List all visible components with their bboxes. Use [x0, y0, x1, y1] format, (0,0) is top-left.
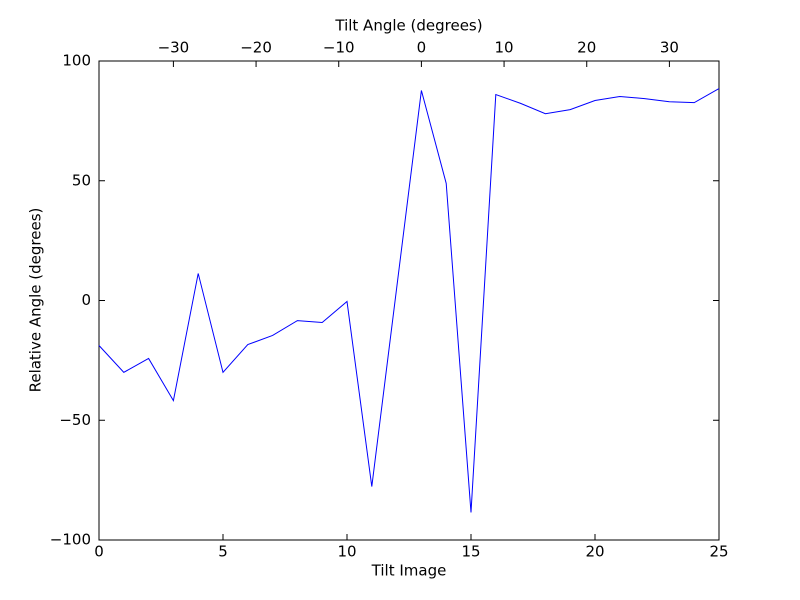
top-tick-label: 30 [660, 39, 679, 57]
top-axis-label: Tilt Angle (degrees) [334, 17, 482, 35]
x-tick-label: 20 [585, 543, 604, 561]
y-tick-label: 0 [81, 291, 91, 309]
y-tick-label: −100 [50, 531, 91, 549]
x-tick-label: 10 [337, 543, 356, 561]
top-tick-label: −20 [240, 39, 272, 57]
top-tick-label: −10 [323, 39, 355, 57]
x-tick-label: 25 [709, 543, 728, 561]
plot-frame [98, 60, 720, 541]
y-tick-label: 100 [62, 52, 91, 70]
top-tick-label: 0 [417, 39, 427, 57]
top-tick-label: 20 [577, 39, 596, 57]
x-axis-label: Tilt Image [371, 562, 447, 580]
x-tick-label: 5 [218, 543, 228, 561]
y-tick-label: 50 [72, 171, 91, 189]
x-tick-label: 15 [461, 543, 480, 561]
data-line [98, 88, 720, 513]
y-axis-label: Relative Angle (degrees) [27, 208, 45, 393]
y-tick-label: −50 [59, 411, 91, 429]
top-tick-label: −30 [158, 39, 190, 57]
x-tick-label: 0 [94, 543, 104, 561]
top-tick-label: 10 [495, 39, 514, 57]
